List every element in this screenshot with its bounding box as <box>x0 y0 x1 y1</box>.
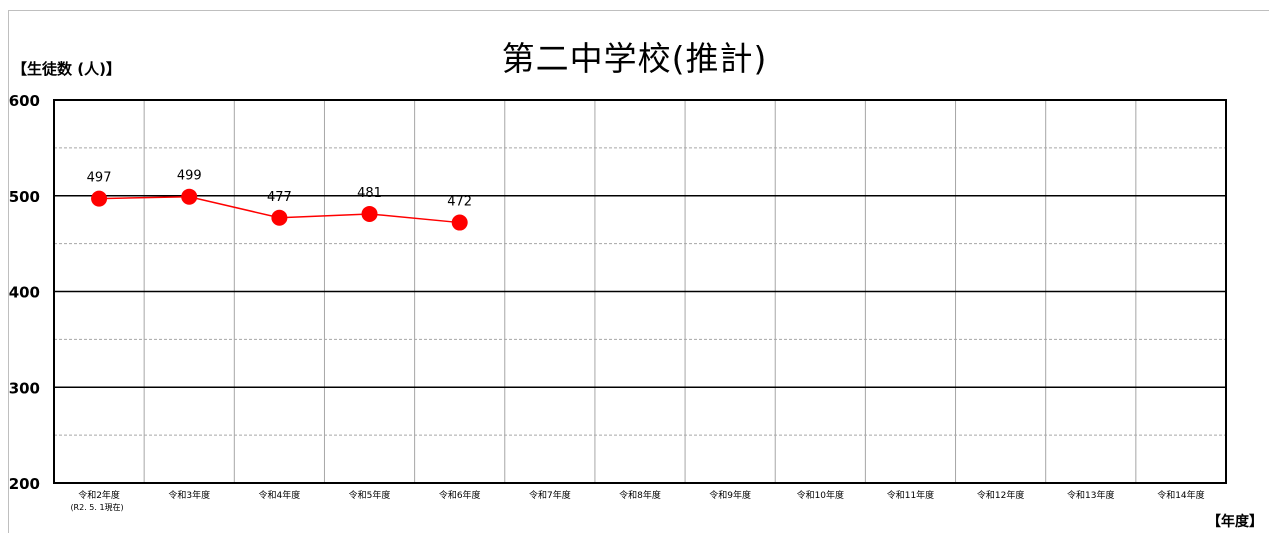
x-tick-label: 令和14年度 <box>1157 489 1204 501</box>
data-point <box>91 190 108 207</box>
y-tick-label: 500 <box>9 188 40 206</box>
x-tick-label: 令和8年度 <box>619 489 661 501</box>
x-tick-label: 令和11年度 <box>887 489 934 501</box>
x-tick-sublabel: (R2. 5. 1現在) <box>70 502 123 512</box>
y-tick-label: 600 <box>9 92 40 110</box>
x-tick-label: 令和9年度 <box>709 489 751 501</box>
data-point <box>271 209 288 226</box>
data-point <box>361 205 378 222</box>
chart-title: 第二中学校(推計) <box>501 39 768 78</box>
x-tick-label: 令和3年度 <box>168 489 210 501</box>
data-label: 472 <box>447 195 472 210</box>
y-tick-label: 300 <box>9 379 40 397</box>
x-tick-label: 令和12年度 <box>977 489 1024 501</box>
data-label: 499 <box>177 169 202 184</box>
data-point <box>451 214 468 231</box>
data-point <box>181 188 198 205</box>
x-tick-label: 令和5年度 <box>349 489 391 501</box>
data-label: 481 <box>357 186 382 201</box>
x-tick-label: 令和13年度 <box>1067 489 1114 501</box>
y-axis-label: 【生徒数 (人)】 <box>12 60 121 78</box>
y-tick-label: 200 <box>9 475 40 493</box>
x-tick-label: 令和4年度 <box>259 489 301 501</box>
x-tick-label: 令和6年度 <box>439 489 481 501</box>
x-tick-label: 令和7年度 <box>529 489 571 501</box>
data-label: 477 <box>267 190 292 205</box>
plot-border <box>53 99 1227 484</box>
x-tick-label: 令和10年度 <box>797 489 844 501</box>
x-axis-label: 【年度】 <box>1207 514 1263 530</box>
chart-frame <box>8 10 1269 533</box>
y-tick-label: 400 <box>9 284 40 302</box>
data-label: 497 <box>87 171 112 186</box>
x-tick-label: 令和2年度 <box>78 489 120 501</box>
